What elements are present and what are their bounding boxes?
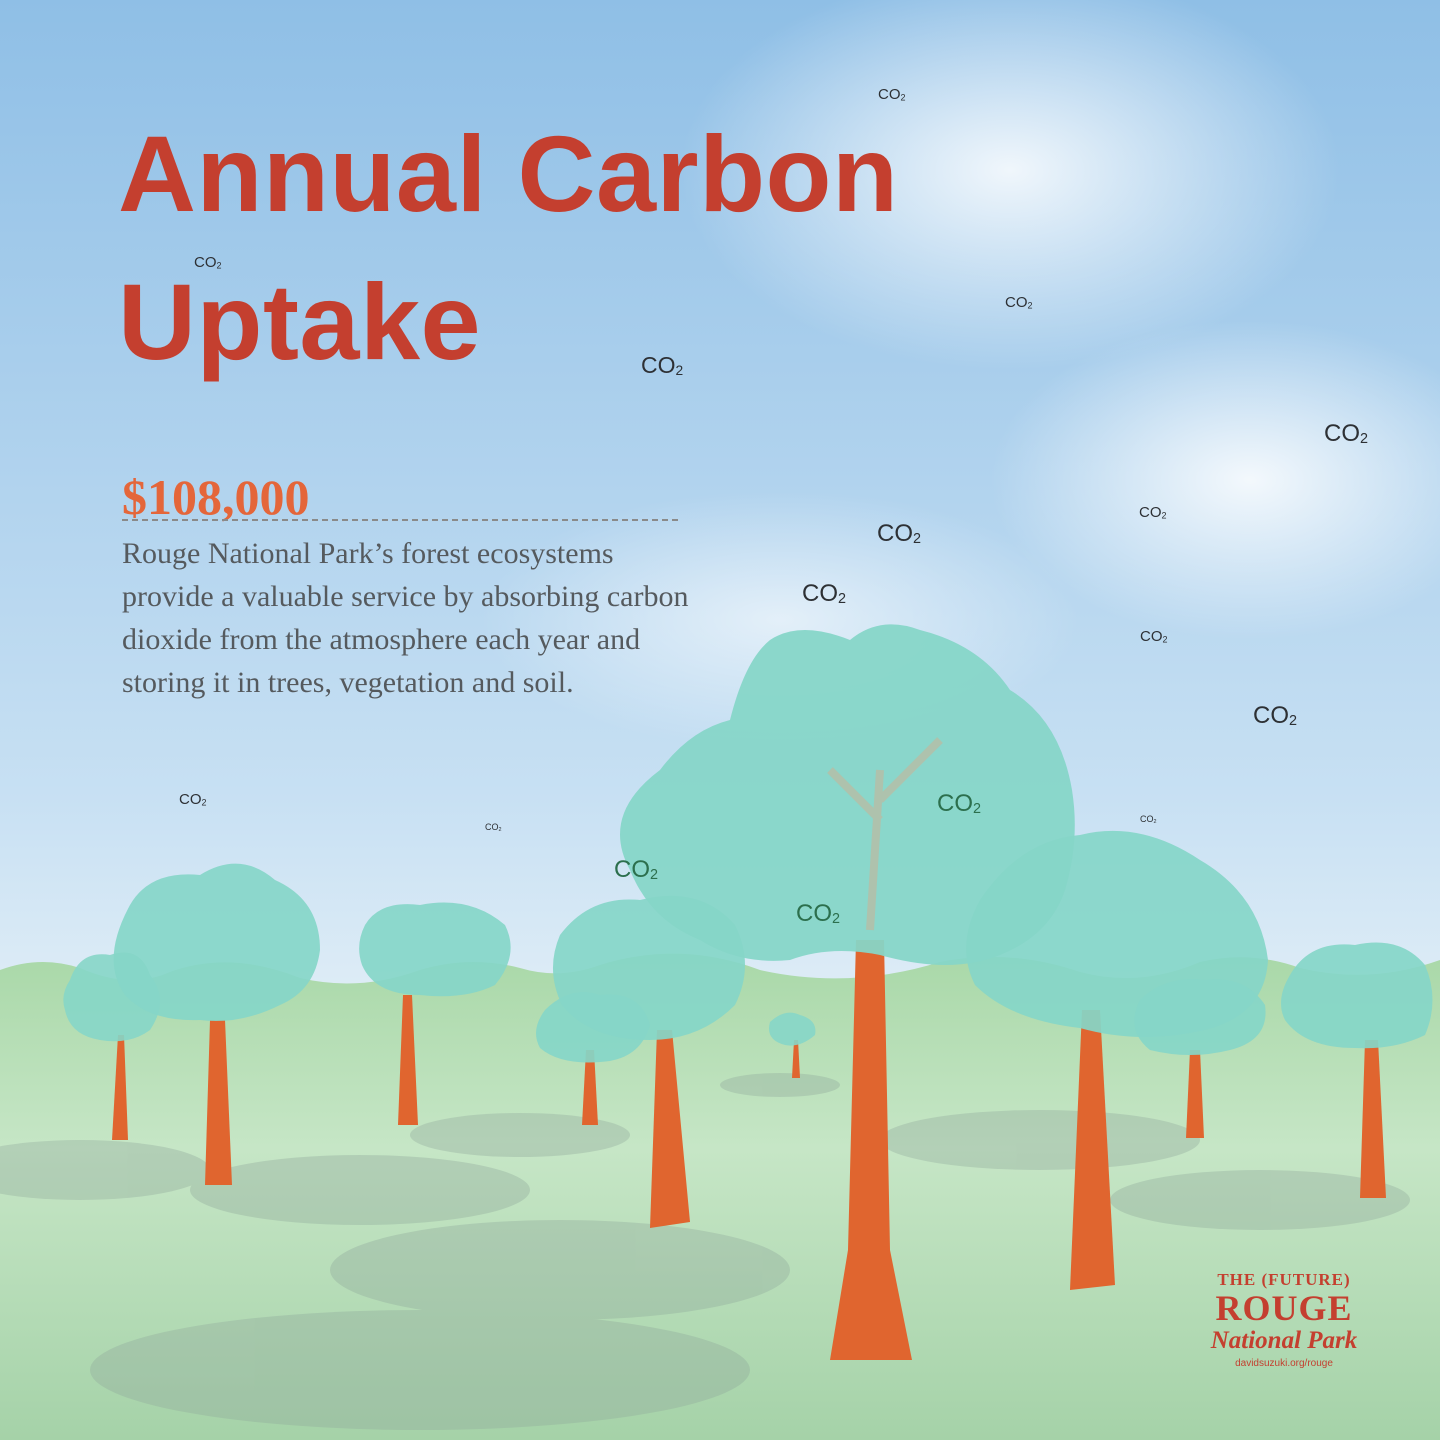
description-text: Rouge National Park’s forest ecosystems … — [122, 537, 689, 699]
tree — [359, 902, 511, 1125]
co2-label: CO2 — [194, 254, 222, 271]
logo-line-1: THE (FUTURE) — [1217, 1270, 1351, 1289]
co2-label: CO2 — [1140, 628, 1168, 645]
tree-shadows — [0, 1073, 1410, 1430]
co2-label: CO2 — [796, 900, 841, 928]
logo-url: davidsuzuki.org/rouge — [1235, 1358, 1333, 1369]
dashed-divider — [122, 519, 678, 521]
co2-label: CO2 — [802, 580, 847, 608]
page-title-line-1: Annual Carbon — [118, 113, 899, 234]
tree-large — [620, 624, 1075, 1360]
co2-label: CO2 — [877, 520, 922, 548]
tree — [1281, 942, 1433, 1198]
tree — [1134, 979, 1266, 1138]
co2-label: CO2 — [485, 822, 502, 833]
page-title-line-2: Uptake — [118, 261, 482, 382]
rouge-national-park-logo: THE (FUTURE) ROUGE National Park davidsu… — [1196, 1270, 1372, 1369]
co2-label: CO2 — [1140, 814, 1157, 825]
cloud — [990, 320, 1440, 640]
logo-line-3: National Park — [1210, 1327, 1358, 1354]
co2-label: CO2 — [1324, 420, 1369, 448]
logo-line-2: ROUGE — [1215, 1288, 1353, 1328]
co2-label: CO2 — [878, 86, 906, 103]
co2-label: CO2 — [179, 791, 207, 808]
co2-label: CO2 — [937, 790, 982, 818]
value-amount: $108,000 — [122, 469, 310, 525]
co2-label: CO2 — [1005, 294, 1033, 311]
co2-label: CO2 — [1253, 702, 1298, 730]
tree — [769, 1012, 816, 1078]
co2-label: CO2 — [1139, 504, 1167, 521]
tree — [113, 863, 321, 1185]
co2-label: CO2 — [614, 856, 659, 884]
cloud — [680, 0, 1340, 370]
co2-label: CO2 — [641, 352, 684, 379]
